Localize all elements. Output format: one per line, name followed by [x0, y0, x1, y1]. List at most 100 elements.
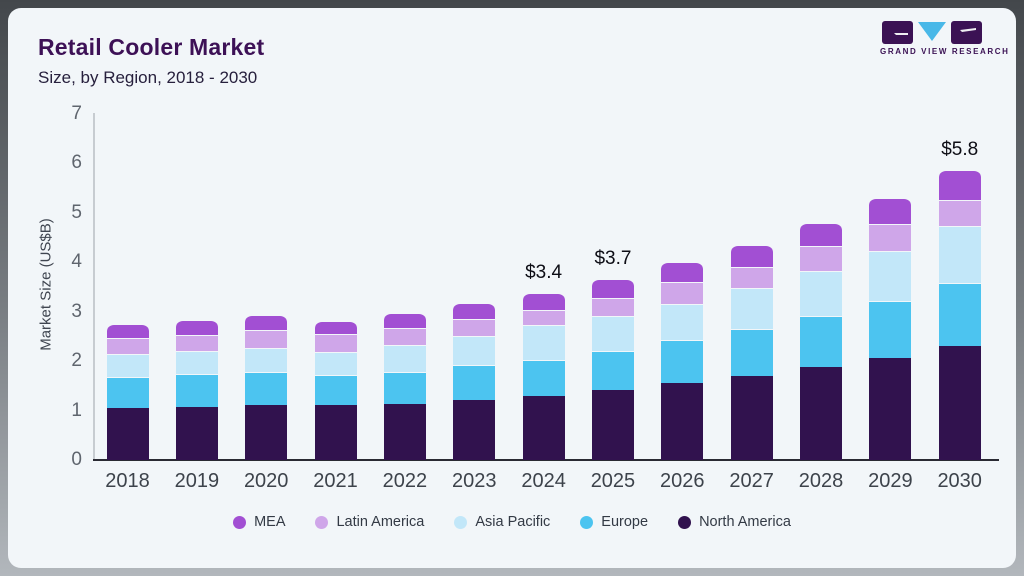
- bar-2021: [314, 320, 357, 460]
- x-tick-label-2021: 2021: [313, 470, 358, 492]
- segment-mea-2021: [314, 320, 357, 334]
- segment-latin-america-2029: [869, 224, 912, 251]
- segment-asia-pacific-2021: [314, 352, 357, 376]
- bar-2026: [661, 262, 704, 460]
- segment-europe-2019: [175, 374, 218, 407]
- y-axis-title: Market Size (US$B): [37, 218, 55, 351]
- x-tick-label-2022: 2022: [382, 470, 428, 492]
- segment-north-america-2021: [314, 405, 357, 460]
- segment-europe-2020: [245, 372, 288, 405]
- segment-europe-2029: [869, 301, 912, 359]
- y-axis-line: [93, 113, 95, 460]
- report-card: Retail Cooler Market Size, by Region, 20…: [8, 8, 1016, 568]
- x-tick-label-2027: 2027: [729, 470, 774, 492]
- legend-item-latin-america: Latin America: [315, 514, 424, 530]
- y-tick-label: 6: [71, 152, 82, 173]
- bar-2030: [938, 170, 981, 460]
- legend-item-asia-pacific: Asia Pacific: [454, 514, 550, 530]
- segment-latin-america-2030: [938, 199, 981, 227]
- value-label-2024: $3.4: [525, 262, 563, 284]
- segment-mea-2026: [661, 262, 704, 282]
- x-tick-label-2026: 2026: [660, 470, 705, 492]
- segment-mea-2025: [591, 279, 634, 299]
- x-tick-label-2020: 2020: [243, 470, 289, 492]
- segment-asia-pacific-2019: [175, 351, 218, 375]
- segment-europe-2025: [591, 351, 634, 391]
- segment-mea-2022: [383, 312, 426, 328]
- x-tick-label-2018: 2018: [105, 470, 150, 492]
- segment-asia-pacific-2029: [869, 250, 912, 302]
- segment-asia-pacific-2027: [730, 288, 773, 329]
- segment-mea-2029: [869, 197, 912, 225]
- chart-subtitle: Size, by Region, 2018 - 2030: [38, 68, 258, 87]
- x-tick-label-2030: 2030: [937, 470, 982, 492]
- segment-north-america-2023: [453, 399, 496, 460]
- segment-europe-2021: [314, 375, 357, 406]
- gvr-logo-icon: [882, 21, 982, 44]
- segment-latin-america-2022: [383, 327, 426, 345]
- legend-label: Asia Pacific: [475, 514, 551, 530]
- segment-asia-pacific-2020: [245, 347, 288, 373]
- chart-legend: MEA Latin America Asia Pacific Europe North …: [8, 514, 1016, 530]
- segment-north-america-2028: [800, 367, 842, 460]
- segment-latin-america-2024: [522, 309, 565, 325]
- legend-label: MEA: [254, 514, 286, 530]
- segment-mea-2024: [522, 293, 565, 310]
- legend-label: Latin America: [336, 514, 425, 530]
- segment-europe-2030: [938, 283, 981, 346]
- segment-asia-pacific-2024: [522, 324, 565, 361]
- value-label-2030: $5.8: [941, 139, 979, 161]
- y-tick-label: 4: [71, 251, 82, 272]
- value-label-2025: $3.7: [594, 248, 632, 270]
- bar-2019: [175, 319, 218, 460]
- segment-latin-america-2018: [106, 338, 149, 355]
- segment-north-america-2018: [106, 407, 149, 460]
- segment-north-america-2027: [730, 375, 773, 460]
- logo-wordmark: GRAND VIEW RESEARCH: [880, 47, 1010, 56]
- legend-item-mea: MEA: [233, 514, 285, 530]
- segment-europe-2024: [522, 360, 565, 396]
- segment-mea-2018: [106, 323, 149, 339]
- legend-swatch-icon: [580, 515, 594, 529]
- bar-2018: [106, 323, 149, 460]
- y-tick-label: 1: [71, 399, 82, 421]
- bar-2024: [522, 293, 565, 460]
- bar-2027: [730, 244, 773, 460]
- segment-north-america-2029: [869, 358, 912, 460]
- segment-latin-america-2025: [591, 298, 634, 316]
- bar-2020: [245, 314, 288, 460]
- y-tick-label: 3: [71, 300, 82, 322]
- segment-mea-2027: [730, 244, 773, 268]
- legend-swatch-icon: [315, 515, 329, 529]
- segment-north-america-2020: [245, 404, 288, 460]
- x-tick-label-2028: 2028: [798, 470, 844, 492]
- segment-mea-2028: [800, 223, 842, 247]
- y-tick-label: 2: [71, 350, 82, 371]
- x-tick-label-2029: 2029: [868, 470, 913, 492]
- segment-latin-america-2023: [453, 319, 496, 336]
- segment-asia-pacific-2022: [383, 344, 426, 372]
- segment-asia-pacific-2025: [591, 315, 634, 352]
- legend-swatch-icon: [233, 515, 247, 529]
- segment-latin-america-2028: [800, 246, 842, 271]
- legend-item-north-america: North America: [678, 514, 791, 530]
- bar-2022: [383, 312, 426, 460]
- segment-mea-2020: [245, 314, 288, 331]
- segment-north-america-2026: [661, 383, 704, 460]
- x-axis-line: [93, 459, 999, 461]
- segment-mea-2030: [938, 170, 981, 200]
- bar-2023: [453, 303, 496, 460]
- x-tick-label-2023: 2023: [452, 470, 497, 492]
- legend-swatch-icon: [678, 515, 692, 529]
- y-tick-label: 0: [71, 449, 82, 470]
- segment-north-america-2024: [522, 395, 565, 460]
- segment-europe-2027: [730, 328, 773, 376]
- legend-swatch-icon: [454, 515, 468, 529]
- segment-asia-pacific-2028: [800, 270, 842, 317]
- segment-latin-america-2021: [314, 333, 357, 353]
- segment-europe-2023: [453, 365, 496, 400]
- y-tick-label: 7: [71, 102, 82, 124]
- segment-asia-pacific-2018: [106, 354, 149, 378]
- segment-latin-america-2027: [730, 267, 773, 289]
- segment-europe-2026: [661, 340, 704, 384]
